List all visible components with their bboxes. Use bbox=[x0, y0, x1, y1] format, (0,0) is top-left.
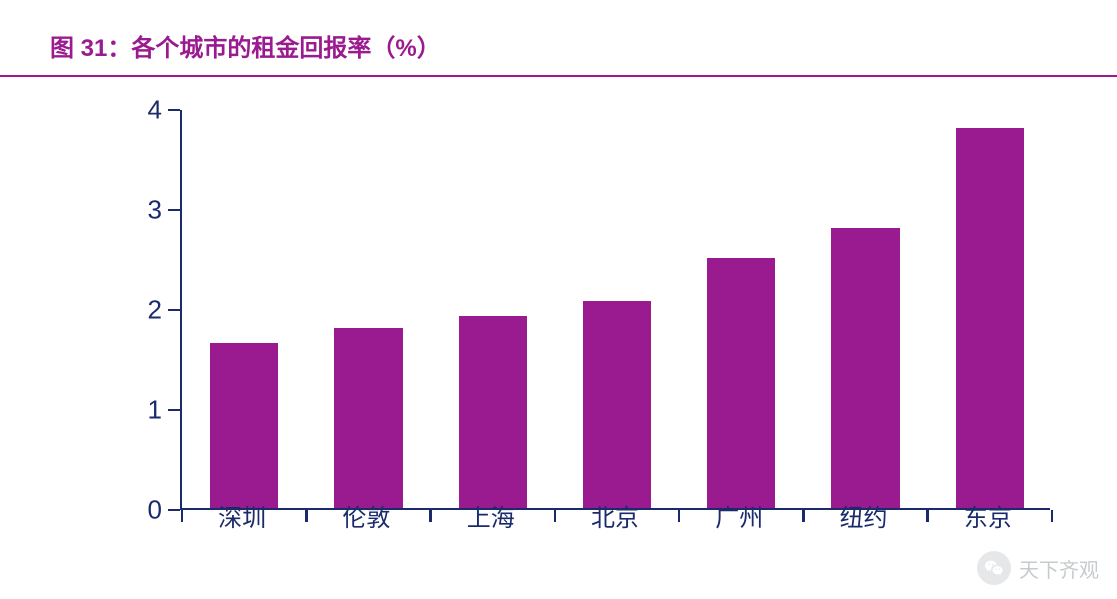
bar bbox=[707, 258, 775, 508]
chart-title: 图 31：各个城市的租金回报率（%） bbox=[50, 35, 441, 62]
y-tick bbox=[168, 509, 180, 512]
y-tick bbox=[168, 109, 180, 112]
x-axis-label: 伦敦 bbox=[306, 498, 426, 533]
y-tick bbox=[168, 409, 180, 412]
plot-area: 01234 bbox=[180, 110, 1050, 510]
bar bbox=[956, 128, 1024, 508]
y-axis-label: 1 bbox=[122, 395, 162, 426]
y-axis-label: 3 bbox=[122, 195, 162, 226]
x-axis-label: 纽约 bbox=[804, 498, 924, 533]
watermark-text: 天下齐观 bbox=[1019, 554, 1099, 583]
x-axis-label: 上海 bbox=[431, 498, 551, 533]
x-tick bbox=[1051, 510, 1054, 522]
x-axis-label: 北京 bbox=[555, 498, 675, 533]
y-axis-label: 0 bbox=[122, 495, 162, 526]
chart-title-row: 图 31：各个城市的租金回报率（%） bbox=[0, 0, 1117, 77]
bar bbox=[831, 228, 899, 508]
y-tick bbox=[168, 309, 180, 312]
watermark: 天下齐观 bbox=[977, 551, 1099, 585]
y-axis-label: 2 bbox=[122, 295, 162, 326]
bar bbox=[210, 343, 278, 508]
y-axis-label: 4 bbox=[122, 95, 162, 126]
y-tick bbox=[168, 209, 180, 212]
x-axis-label: 东京 bbox=[928, 498, 1048, 533]
bar bbox=[459, 316, 527, 508]
bar bbox=[583, 301, 651, 508]
x-axis-label: 深圳 bbox=[182, 498, 302, 533]
bar bbox=[334, 328, 402, 508]
bar-chart: 01234 深圳伦敦上海北京广州纽约东京 bbox=[100, 90, 1060, 570]
x-axis-label: 广州 bbox=[679, 498, 799, 533]
wechat-icon bbox=[977, 551, 1011, 585]
